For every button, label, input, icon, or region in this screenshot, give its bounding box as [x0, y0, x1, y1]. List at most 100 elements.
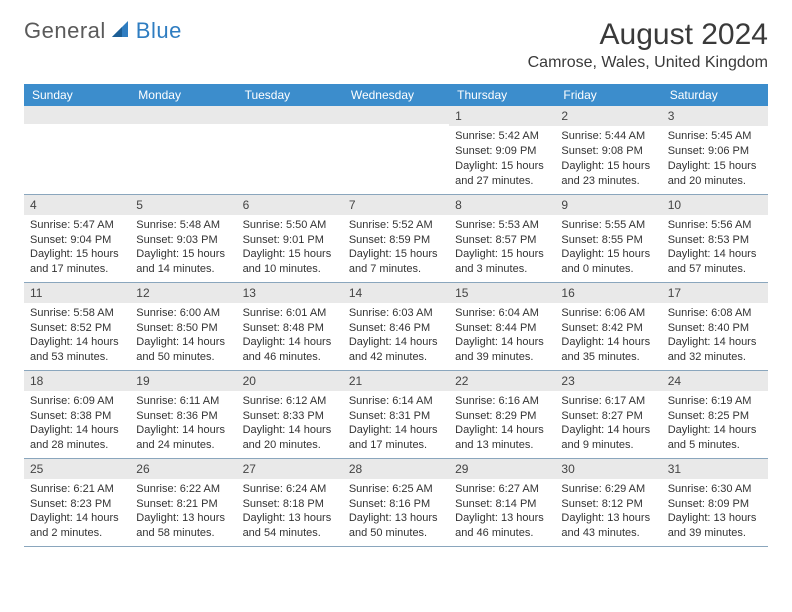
logo-sail-icon: [110, 19, 134, 44]
day-header: Friday: [555, 84, 661, 106]
day-number: 3: [662, 106, 768, 126]
day-sunset: Sunset: 8:44 PM: [455, 321, 549, 336]
day-sunrise: Sunrise: 5:42 AM: [455, 129, 549, 144]
calendar-cell: 27Sunrise: 6:24 AMSunset: 8:18 PMDayligh…: [237, 458, 343, 546]
day-sunset: Sunset: 8:53 PM: [668, 233, 762, 248]
logo-text-general: General: [24, 18, 106, 44]
header: General Blue August 2024 Camrose, Wales,…: [24, 18, 768, 72]
day-body: Sunrise: 6:29 AMSunset: 8:12 PMDaylight:…: [555, 479, 661, 545]
calendar-cell: 26Sunrise: 6:22 AMSunset: 8:21 PMDayligh…: [130, 458, 236, 546]
calendar-cell: 14Sunrise: 6:03 AMSunset: 8:46 PMDayligh…: [343, 282, 449, 370]
calendar-cell: 16Sunrise: 6:06 AMSunset: 8:42 PMDayligh…: [555, 282, 661, 370]
day-day1: Daylight: 14 hours: [455, 423, 549, 438]
logo: General Blue: [24, 18, 182, 44]
day-day1: Daylight: 14 hours: [30, 335, 124, 350]
day-number: 29: [449, 459, 555, 479]
day-body: Sunrise: 6:09 AMSunset: 8:38 PMDaylight:…: [24, 391, 130, 457]
day-day2: and 7 minutes.: [349, 262, 443, 277]
day-day1: Daylight: 15 hours: [455, 247, 549, 262]
title-block: August 2024 Camrose, Wales, United Kingd…: [528, 18, 768, 72]
day-sunrise: Sunrise: 6:19 AM: [668, 394, 762, 409]
day-sunset: Sunset: 8:46 PM: [349, 321, 443, 336]
day-day2: and 24 minutes.: [136, 438, 230, 453]
calendar-cell: 3Sunrise: 5:45 AMSunset: 9:06 PMDaylight…: [662, 106, 768, 194]
calendar-cell: 15Sunrise: 6:04 AMSunset: 8:44 PMDayligh…: [449, 282, 555, 370]
day-sunrise: Sunrise: 5:45 AM: [668, 129, 762, 144]
day-sunset: Sunset: 8:33 PM: [243, 409, 337, 424]
day-number: 15: [449, 283, 555, 303]
calendar-cell: 25Sunrise: 6:21 AMSunset: 8:23 PMDayligh…: [24, 458, 130, 546]
day-number: 6: [237, 195, 343, 215]
day-sunset: Sunset: 9:03 PM: [136, 233, 230, 248]
day-day1: Daylight: 13 hours: [243, 511, 337, 526]
day-number: 26: [130, 459, 236, 479]
calendar-cell: [237, 106, 343, 194]
logo-text-blue: Blue: [136, 18, 182, 44]
day-sunset: Sunset: 9:01 PM: [243, 233, 337, 248]
day-number: 20: [237, 371, 343, 391]
day-sunset: Sunset: 9:04 PM: [30, 233, 124, 248]
calendar-cell: 13Sunrise: 6:01 AMSunset: 8:48 PMDayligh…: [237, 282, 343, 370]
day-body: Sunrise: 6:17 AMSunset: 8:27 PMDaylight:…: [555, 391, 661, 457]
day-day2: and 13 minutes.: [455, 438, 549, 453]
day-number: 4: [24, 195, 130, 215]
month-title: August 2024: [528, 18, 768, 52]
day-sunset: Sunset: 8:14 PM: [455, 497, 549, 512]
calendar-cell: 9Sunrise: 5:55 AMSunset: 8:55 PMDaylight…: [555, 194, 661, 282]
day-sunrise: Sunrise: 5:44 AM: [561, 129, 655, 144]
day-body: Sunrise: 5:55 AMSunset: 8:55 PMDaylight:…: [555, 215, 661, 281]
day-body: Sunrise: 5:45 AMSunset: 9:06 PMDaylight:…: [662, 126, 768, 192]
day-header: Saturday: [662, 84, 768, 106]
day-day1: Daylight: 14 hours: [349, 423, 443, 438]
day-sunrise: Sunrise: 6:21 AM: [30, 482, 124, 497]
day-day2: and 20 minutes.: [668, 174, 762, 189]
day-sunset: Sunset: 9:06 PM: [668, 144, 762, 159]
calendar-table: SundayMondayTuesdayWednesdayThursdayFrid…: [24, 84, 768, 547]
day-day1: Daylight: 14 hours: [136, 335, 230, 350]
day-sunrise: Sunrise: 5:48 AM: [136, 218, 230, 233]
day-day2: and 17 minutes.: [349, 438, 443, 453]
calendar-cell: 11Sunrise: 5:58 AMSunset: 8:52 PMDayligh…: [24, 282, 130, 370]
day-day1: Daylight: 15 hours: [668, 159, 762, 174]
day-number: 27: [237, 459, 343, 479]
day-day2: and 57 minutes.: [668, 262, 762, 277]
day-sunrise: Sunrise: 6:29 AM: [561, 482, 655, 497]
day-number: 21: [343, 371, 449, 391]
day-number: 31: [662, 459, 768, 479]
day-number: 12: [130, 283, 236, 303]
day-sunset: Sunset: 8:21 PM: [136, 497, 230, 512]
day-day2: and 46 minutes.: [455, 526, 549, 541]
calendar-cell: 30Sunrise: 6:29 AMSunset: 8:12 PMDayligh…: [555, 458, 661, 546]
day-sunrise: Sunrise: 6:08 AM: [668, 306, 762, 321]
day-header: Monday: [130, 84, 236, 106]
day-sunrise: Sunrise: 5:52 AM: [349, 218, 443, 233]
day-day1: Daylight: 13 hours: [136, 511, 230, 526]
day-sunset: Sunset: 8:25 PM: [668, 409, 762, 424]
calendar-cell: 29Sunrise: 6:27 AMSunset: 8:14 PMDayligh…: [449, 458, 555, 546]
day-sunrise: Sunrise: 5:47 AM: [30, 218, 124, 233]
day-number: 10: [662, 195, 768, 215]
day-day2: and 23 minutes.: [561, 174, 655, 189]
day-body: Sunrise: 6:01 AMSunset: 8:48 PMDaylight:…: [237, 303, 343, 369]
day-sunset: Sunset: 8:27 PM: [561, 409, 655, 424]
day-body: Sunrise: 5:52 AMSunset: 8:59 PMDaylight:…: [343, 215, 449, 281]
day-number: 16: [555, 283, 661, 303]
day-number: 7: [343, 195, 449, 215]
day-sunset: Sunset: 8:48 PM: [243, 321, 337, 336]
day-sunrise: Sunrise: 5:50 AM: [243, 218, 337, 233]
day-day1: Daylight: 14 hours: [243, 423, 337, 438]
day-sunrise: Sunrise: 6:14 AM: [349, 394, 443, 409]
day-body: Sunrise: 6:16 AMSunset: 8:29 PMDaylight:…: [449, 391, 555, 457]
day-day2: and 27 minutes.: [455, 174, 549, 189]
calendar-cell: 5Sunrise: 5:48 AMSunset: 9:03 PMDaylight…: [130, 194, 236, 282]
day-day1: Daylight: 14 hours: [136, 423, 230, 438]
day-day1: Daylight: 14 hours: [668, 247, 762, 262]
day-sunset: Sunset: 8:59 PM: [349, 233, 443, 248]
day-number: 24: [662, 371, 768, 391]
day-body: Sunrise: 6:00 AMSunset: 8:50 PMDaylight:…: [130, 303, 236, 369]
day-day2: and 58 minutes.: [136, 526, 230, 541]
calendar-cell: 2Sunrise: 5:44 AMSunset: 9:08 PMDaylight…: [555, 106, 661, 194]
day-body: Sunrise: 6:24 AMSunset: 8:18 PMDaylight:…: [237, 479, 343, 545]
day-sunset: Sunset: 8:16 PM: [349, 497, 443, 512]
calendar-row: 1Sunrise: 5:42 AMSunset: 9:09 PMDaylight…: [24, 106, 768, 194]
